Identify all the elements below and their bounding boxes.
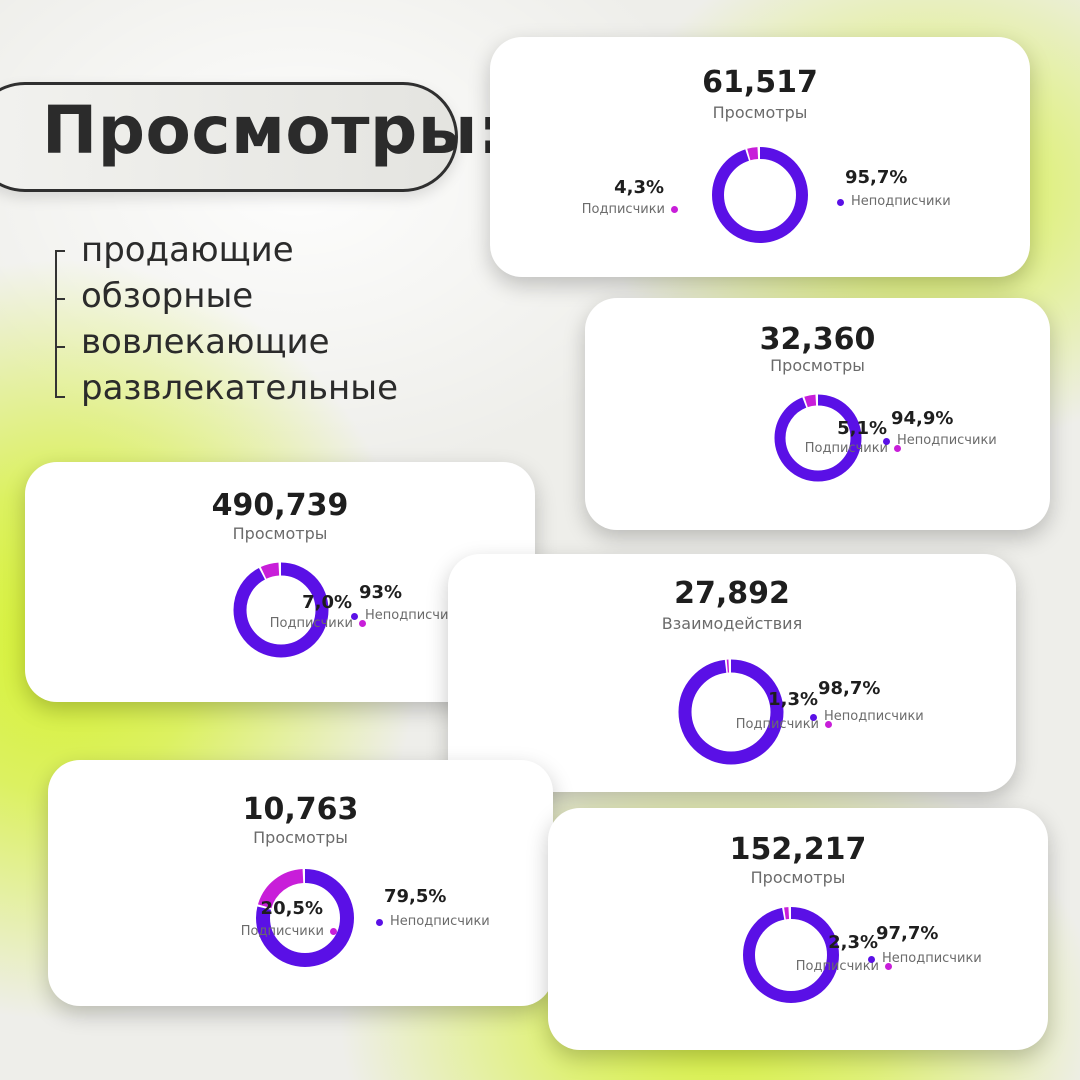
donut-chart bbox=[712, 147, 808, 243]
list-item: вовлекающие bbox=[81, 322, 330, 362]
non-subscribers-percent: 94,9% bbox=[891, 408, 954, 429]
slice-subscribers bbox=[774, 394, 862, 482]
subscribers-legend: Подписчики bbox=[736, 717, 832, 732]
legend-dot bbox=[359, 620, 366, 627]
legend-dot bbox=[825, 721, 832, 728]
legend-label: Подписчики bbox=[269, 616, 353, 631]
legend-label: Подписчики bbox=[240, 924, 324, 939]
subscribers-legend: Подписчики bbox=[270, 616, 366, 631]
non-subscribers-percent: 95,7% bbox=[845, 167, 908, 188]
slice-non-subscribers bbox=[233, 562, 329, 658]
non-subscribers-legend: Неподписчики bbox=[868, 950, 1002, 967]
title-pill bbox=[0, 82, 458, 192]
non-subscribers-legend: Неподписчики bbox=[837, 193, 971, 210]
non-subscribers-legend: Неподписчики bbox=[883, 432, 1017, 449]
metric-label: Просмотры bbox=[770, 356, 865, 375]
non-subscribers-legend: Неподписчики bbox=[376, 913, 510, 930]
donut-chart bbox=[233, 562, 329, 658]
metric-label: Просмотры bbox=[750, 868, 846, 887]
subscribers-percent: 4,3% bbox=[614, 177, 664, 198]
slice-non-subscribers bbox=[743, 907, 839, 1003]
legend-label: Неподписчики bbox=[897, 433, 997, 448]
total-value: 490,739 bbox=[211, 488, 349, 523]
legend-label: Неподписчики bbox=[882, 951, 982, 966]
slice-subscribers bbox=[233, 562, 329, 658]
subscribers-legend: Подписчики bbox=[805, 441, 901, 456]
subscribers-percent: 7,0% bbox=[302, 592, 352, 613]
non-subscribers-percent: 79,5% bbox=[384, 886, 447, 907]
stat-card: 152,217 Просмотры 2,3% Подписчики 97,7% Непод… bbox=[548, 808, 1048, 1050]
total-value: 61,517 bbox=[702, 65, 818, 100]
slice-non-subscribers bbox=[678, 659, 784, 765]
metric-label: Взаимодействия bbox=[661, 614, 803, 633]
non-subscribers-percent: 98,7% bbox=[818, 678, 881, 699]
subscribers-percent: 5,1% bbox=[837, 418, 887, 439]
legend-label: Неподписчики bbox=[365, 608, 465, 623]
stat-card: 32,360 Просмотры 5,1% Подписчики 94,9% Неподп… bbox=[585, 298, 1050, 530]
legend-label: Неподписчики bbox=[390, 914, 490, 929]
stat-card: 27,892 Взаимодействия 1,3% Подписчики 98,7% Н… bbox=[448, 554, 1016, 792]
subscribers-percent: 1,3% bbox=[768, 689, 818, 710]
legend-label: Подписчики bbox=[795, 959, 879, 974]
total-value: 32,360 bbox=[759, 322, 876, 357]
donut-chart bbox=[256, 869, 354, 967]
metric-label: Просмотры bbox=[712, 103, 808, 122]
legend-label: Неподписчики bbox=[851, 194, 951, 209]
metric-label: Просмотры bbox=[253, 828, 348, 847]
total-value: 27,892 bbox=[674, 576, 790, 611]
legend-dot bbox=[885, 963, 892, 970]
legend-label: Подписчики bbox=[581, 202, 665, 217]
slice-non-subscribers bbox=[774, 394, 862, 482]
slice-subscribers bbox=[256, 869, 354, 967]
non-subscribers-legend: Неподписчики bbox=[810, 708, 944, 725]
slice-non-subscribers bbox=[256, 869, 354, 967]
list-item: обзорные bbox=[81, 276, 254, 316]
donut-chart bbox=[678, 659, 784, 765]
legend-dot bbox=[330, 928, 337, 935]
stat-card: 10,763 Просмотры 20,5% Подписчики 79,5% Непод… bbox=[48, 760, 553, 1006]
subscribers-percent: 20,5% bbox=[260, 898, 323, 919]
subscribers-percent: 2,3% bbox=[828, 932, 878, 953]
legend-dot bbox=[351, 613, 358, 620]
metric-label: Просмотры bbox=[232, 524, 328, 543]
donut-chart bbox=[774, 394, 862, 482]
non-subscribers-percent: 97,7% bbox=[876, 923, 939, 944]
donut-chart bbox=[743, 906, 839, 1003]
list-bracket bbox=[55, 250, 65, 398]
legend-dot bbox=[376, 919, 383, 926]
legend-dot bbox=[894, 445, 901, 452]
legend-dot bbox=[810, 714, 817, 721]
total-value: 152,217 bbox=[729, 832, 867, 867]
non-subscribers-legend: Неподписчики bbox=[351, 607, 485, 624]
legend-dot bbox=[883, 438, 890, 445]
total-value: 10,763 bbox=[242, 792, 359, 827]
legend-label: Подписчики bbox=[804, 441, 888, 456]
legend-label: Подписчики bbox=[735, 717, 819, 732]
page-title: Просмотры: bbox=[42, 92, 505, 169]
stat-card: 61,517 Просмотры 4,3% Подписчики 95,7% Неподп… bbox=[490, 37, 1030, 277]
legend-dot bbox=[671, 206, 678, 213]
non-subscribers-percent: 93% bbox=[359, 582, 403, 603]
legend-dot bbox=[868, 956, 875, 963]
slice-non-subscribers bbox=[712, 147, 808, 243]
list-item: продающие bbox=[81, 230, 294, 270]
legend-label: Неподписчики bbox=[824, 709, 924, 724]
legend-dot bbox=[837, 199, 844, 206]
subscribers-legend: Подписчики bbox=[241, 924, 337, 939]
subscribers-legend: Подписчики bbox=[582, 202, 678, 217]
subscribers-legend: Подписчики bbox=[796, 959, 892, 974]
list-item: развлекательные bbox=[81, 368, 399, 408]
